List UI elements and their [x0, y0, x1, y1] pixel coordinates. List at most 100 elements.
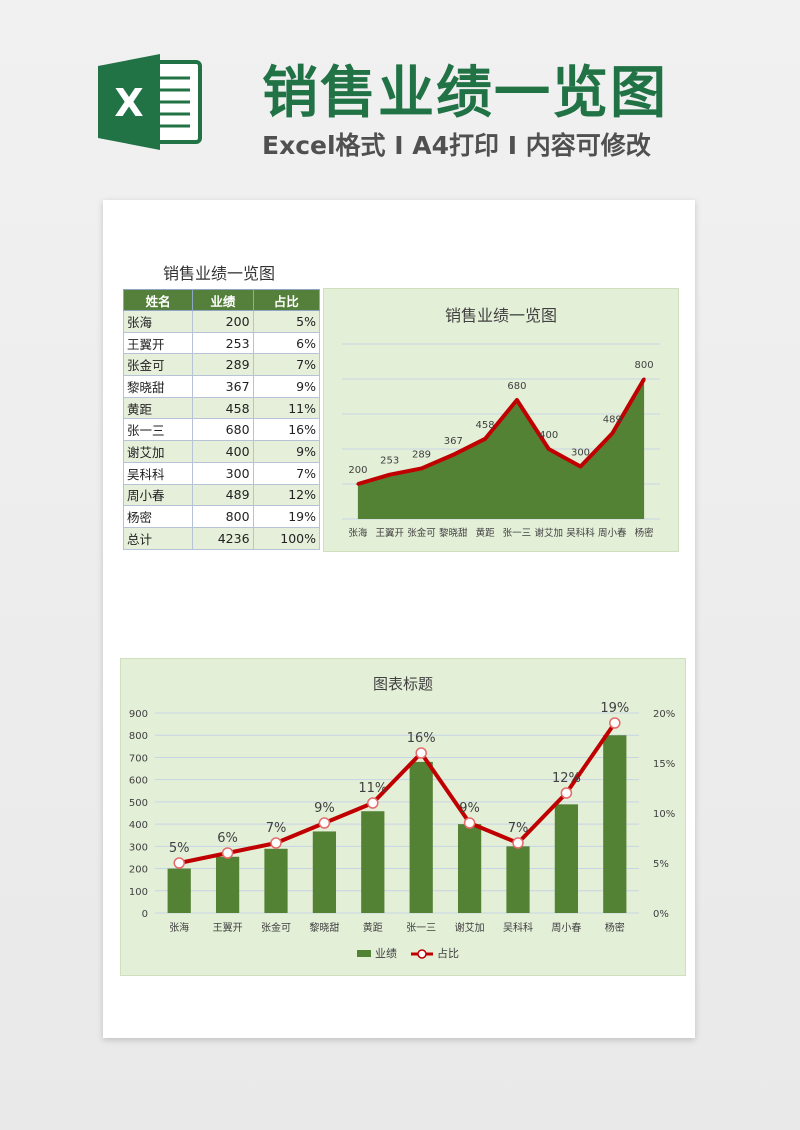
share-line [178, 721, 617, 865]
cell-share[interactable]: 100% [252, 526, 321, 550]
cell-name[interactable]: 吴科科 [122, 461, 194, 485]
sales-table: 姓名 业绩 占比 张海 200 5% 王翼开 253 6% 张金可 289 7% 黎晓甜 36… [122, 289, 321, 550]
cell-share[interactable]: 9% [252, 375, 321, 398]
sheet-title: 销售业绩一览图 [163, 264, 276, 283]
share-point [560, 787, 573, 799]
cell-sales[interactable]: 367 [192, 375, 254, 398]
bar [409, 761, 433, 913]
share-point [173, 857, 185, 869]
cell-name[interactable]: 王翼开 [122, 331, 194, 355]
table-row: 张海 200 5% [122, 310, 321, 333]
series-line [357, 377, 646, 486]
share-label: 19% [600, 701, 629, 716]
x-tick-label: 黎晓甜 [439, 527, 468, 539]
share-point [463, 817, 476, 829]
area-chart[interactable]: 销售业绩一览图 200 253 289 367 458 680 400 300 489 800 张海… [323, 288, 679, 552]
share-point [512, 837, 524, 849]
data-label: 253 [380, 456, 399, 467]
cell-name[interactable]: 谢艾加 [122, 440, 194, 463]
share-label: 9% [459, 801, 480, 816]
table-row: 张一三 680 16% [122, 418, 321, 442]
cell-sales[interactable]: 458 [192, 396, 254, 420]
cell-name[interactable]: 杨密 [122, 505, 194, 528]
x-tick-label: 吴科科 [503, 921, 533, 934]
cell-sales[interactable]: 300 [192, 461, 254, 485]
data-point [420, 466, 423, 470]
share-point [609, 717, 621, 729]
y-left-tick-label: 600 [129, 776, 148, 787]
x-tick-label: 杨密 [605, 921, 625, 934]
data-label: 367 [444, 436, 463, 447]
share-point [270, 837, 282, 849]
data-label: 289 [412, 449, 431, 460]
cell-share[interactable]: 16% [252, 418, 321, 442]
svg-text:X: X [114, 81, 143, 125]
cell-sales[interactable]: 800 [192, 505, 254, 528]
cell-share[interactable]: 6% [252, 331, 321, 355]
page-title: 销售业绩一览图 [262, 61, 668, 126]
bar [215, 856, 240, 913]
y-right-tick-label: 0% [653, 909, 669, 920]
share-label: 7% [508, 821, 529, 836]
table-row: 周小春 489 12% [122, 483, 321, 507]
cell-share[interactable]: 5% [252, 310, 321, 333]
x-tick-label: 谢艾加 [534, 527, 563, 539]
share-label: 7% [266, 821, 287, 836]
y-left-tick-label: 900 [129, 709, 148, 720]
cell-share[interactable]: 9% [252, 440, 321, 463]
y-right-tick-label: 15% [653, 759, 675, 770]
table-row-total: 总计 4236 100% [122, 526, 321, 550]
y-left-tick-label: 200 [129, 865, 148, 876]
cell-share[interactable]: 19% [252, 505, 321, 528]
bar [264, 848, 288, 913]
cell-name[interactable]: 张一三 [122, 418, 194, 442]
cell-name[interactable]: 张海 [122, 310, 194, 333]
excel-logo-icon: X [98, 54, 202, 150]
data-label: 489 [603, 414, 622, 425]
table-row: 杨密 800 19% [122, 505, 321, 528]
bar [167, 868, 191, 913]
legend-label: 占比 [437, 946, 459, 960]
legend-bar-swatch [357, 950, 371, 957]
cell-name[interactable]: 黎晓甜 [122, 375, 194, 398]
y-left-tick-label: 400 [129, 820, 148, 831]
cell-share[interactable]: 11% [252, 396, 321, 420]
x-tick-label: 张金可 [261, 921, 291, 934]
y-right-tick-label: 5% [653, 859, 669, 870]
x-tick-label: 谢艾加 [455, 921, 485, 934]
bar [457, 824, 482, 913]
cell-sales[interactable]: 680 [192, 418, 254, 442]
data-point [642, 377, 646, 381]
cell-sales[interactable]: 4236 [192, 526, 254, 550]
x-tick-label: 张一三 [503, 528, 532, 539]
data-point [356, 482, 360, 486]
cell-sales[interactable]: 289 [192, 353, 254, 377]
data-point [451, 453, 455, 457]
y-right-tick-label: 20% [653, 709, 675, 720]
share-label: 12% [552, 771, 581, 786]
spreadsheet-page: 销售业绩一览图 姓名 业绩 占比 张海 200 5% 王翼开 253 6% 张金可 289… [103, 200, 695, 1038]
x-tick-label: 周小春 [598, 527, 627, 539]
cell-sales[interactable]: 489 [192, 483, 254, 507]
combo-chart[interactable]: 图表标题 0 100 200 300 400 500 600 700 800 900 0% 5% 10%… [120, 658, 686, 976]
x-tick-label: 黄距 [476, 527, 496, 539]
x-tick-label: 周小春 [551, 922, 581, 934]
cell-name[interactable]: 张金可 [122, 353, 194, 377]
cell-name[interactable]: 总计 [122, 526, 194, 550]
x-tick-label: 黎晓甜 [309, 921, 339, 934]
area-fill [357, 379, 645, 519]
cell-sales[interactable]: 400 [192, 440, 254, 463]
cell-share[interactable]: 7% [252, 353, 321, 377]
bar [506, 846, 530, 913]
share-label: 11% [358, 781, 387, 796]
data-point [515, 398, 519, 402]
x-tick-label: 张海 [348, 527, 368, 539]
cell-sales[interactable]: 200 [192, 310, 254, 333]
cell-name[interactable]: 周小春 [122, 483, 194, 507]
data-point [388, 473, 392, 477]
cell-share[interactable]: 12% [252, 483, 321, 507]
cell-name[interactable]: 黄距 [122, 396, 194, 420]
cell-sales[interactable]: 253 [192, 331, 254, 355]
x-tick-label: 王翼开 [375, 528, 404, 539]
cell-share[interactable]: 7% [252, 461, 321, 485]
